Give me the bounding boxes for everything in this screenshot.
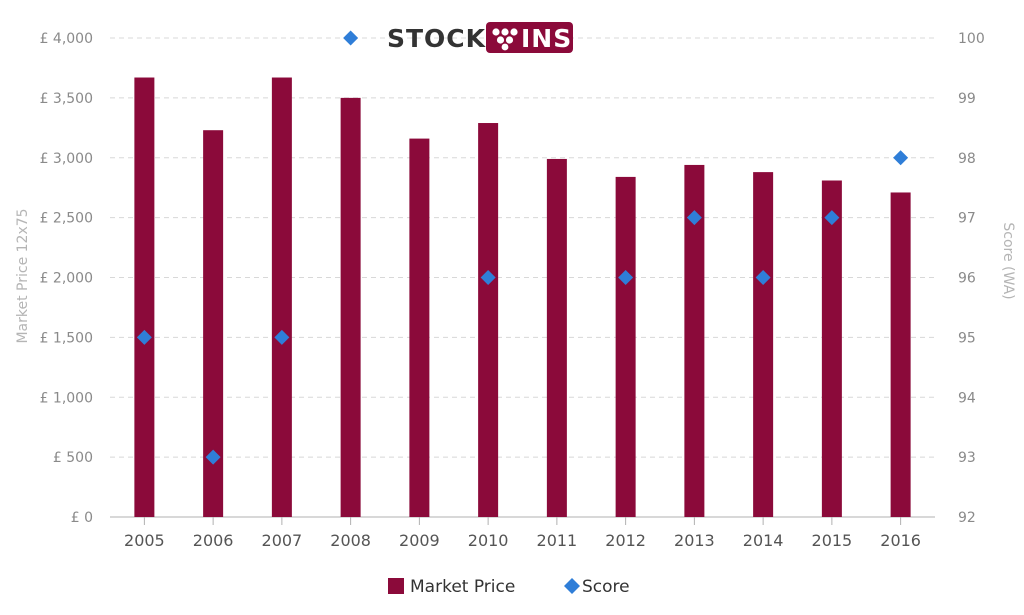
- score-point-2015: [824, 210, 840, 226]
- y2-tick-label: 96: [958, 271, 976, 287]
- bar-2005: [134, 77, 155, 517]
- score-point-2012: [618, 270, 634, 285]
- gridlines: [110, 37, 935, 518]
- logo-text-stock: STOCK: [387, 24, 487, 53]
- bar-2014: [753, 172, 774, 517]
- legend: Market Price Score: [388, 577, 630, 597]
- bar-2007: [271, 77, 292, 517]
- y2-tick-label: 92: [958, 510, 976, 526]
- left-axis-ticks: £ 0 £ 500 £ 1,000 £ 1,500 £ 2,000 £ 2,500 £ 3,…: [40, 31, 93, 526]
- bar-2013: [684, 164, 705, 517]
- y-tick-label: £ 0: [71, 510, 93, 526]
- legend-label-market-price: Market Price: [410, 577, 515, 597]
- bar-2010: [478, 123, 499, 518]
- legend-swatch-score: [564, 578, 580, 594]
- score-point-2007: [274, 329, 290, 345]
- legend-swatch-market-price: [388, 578, 404, 594]
- legend-item-market-price[interactable]: Market Price: [388, 577, 515, 597]
- right-axis-ticks: 92 93 94 95 96 97 98 99 100: [958, 31, 985, 526]
- y-tick-label: £ 500: [53, 450, 93, 466]
- y-tick-label: £ 2,500: [40, 211, 93, 227]
- bar-2015: [821, 180, 842, 517]
- legend-item-score[interactable]: Score: [564, 577, 630, 597]
- y2-tick-label: 99: [958, 91, 976, 107]
- y-tick-label: £ 3,500: [40, 91, 93, 107]
- score-point-2008: [343, 30, 359, 46]
- logo-text-ins: INS: [521, 24, 572, 53]
- x-axis-ticks: 2005 2006 2007 2008 2009 2010 2011 2012 2013 2014…: [124, 517, 921, 550]
- x-tick-label: 2009: [399, 531, 440, 550]
- score-point-2006: [205, 449, 221, 465]
- x-tick-label: 2015: [812, 531, 853, 550]
- score-point-2005: [136, 329, 152, 345]
- right-axis-title: Score (WA): [1000, 222, 1016, 299]
- bar-2012: [615, 176, 636, 517]
- x-tick-label: 2007: [262, 531, 303, 550]
- y-tick-label: £ 1,500: [40, 330, 93, 346]
- left-axis-title: Market Price 12x75: [15, 208, 31, 343]
- bar-2009: [409, 138, 430, 517]
- score-point-2013: [686, 210, 702, 226]
- y2-tick-label: 97: [958, 211, 976, 227]
- x-tick-label: 2014: [743, 531, 784, 550]
- y2-tick-label: 94: [958, 390, 976, 406]
- score-point-2014: [755, 270, 771, 285]
- y2-tick-label: 98: [958, 151, 976, 167]
- y-tick-label: £ 4,000: [40, 31, 93, 47]
- bar-2008: [340, 97, 361, 517]
- y2-tick-label: 93: [958, 450, 976, 466]
- x-tick-label: 2016: [880, 531, 921, 550]
- y-tick-label: £ 1,000: [40, 390, 93, 406]
- bar-2011: [546, 158, 567, 517]
- market-price-bars: [134, 77, 911, 518]
- x-tick-label: 2011: [537, 531, 578, 550]
- bar-2016: [890, 192, 911, 518]
- x-tick-label: 2008: [330, 531, 371, 550]
- y2-tick-label: 100: [958, 31, 985, 47]
- score-points: [136, 30, 909, 465]
- x-tick-label: 2010: [468, 531, 509, 550]
- bar-2006: [203, 130, 224, 517]
- y-tick-label: £ 2,000: [40, 271, 93, 287]
- y-tick-label: £ 3,000: [40, 151, 93, 167]
- legend-label-score: Score: [582, 577, 630, 597]
- grapes-icon: [492, 28, 518, 51]
- stockwins-logo: STOCK INS: [387, 22, 573, 53]
- x-tick-label: 2006: [193, 531, 234, 550]
- y2-tick-label: 95: [958, 330, 976, 346]
- x-tick-label: 2005: [124, 531, 165, 550]
- x-tick-label: 2013: [674, 531, 715, 550]
- score-point-2016: [893, 150, 909, 166]
- x-tick-label: 2012: [605, 531, 646, 550]
- score-point-2010: [480, 270, 496, 285]
